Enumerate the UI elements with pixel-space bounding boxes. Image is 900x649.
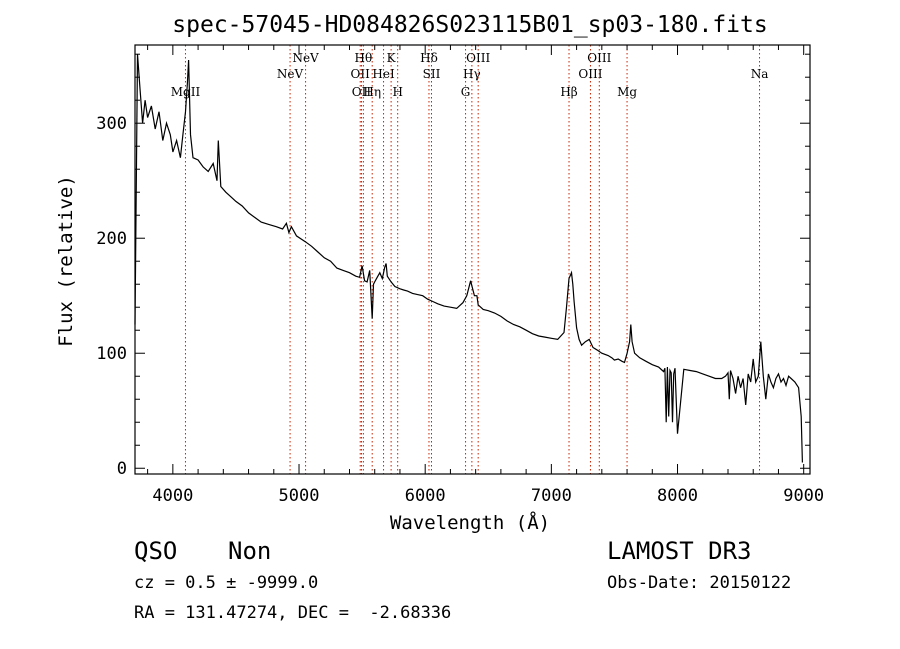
y-axis-label: Flux (relative) <box>55 175 77 347</box>
observation-date: Obs-Date: 20150122 <box>607 573 792 593</box>
line-label: Hη <box>363 85 381 99</box>
y-tick-label: 100 <box>96 344 127 364</box>
x-tick-label: 5000 <box>279 486 320 506</box>
line-label: NeV <box>292 51 319 65</box>
x-tick-label: 7000 <box>531 486 572 506</box>
x-tick-label: 9000 <box>783 486 824 506</box>
x-axis-label: Wavelength (Å) <box>390 511 550 534</box>
line-label: OII <box>352 85 372 99</box>
object-subclass: Non <box>228 537 272 565</box>
line-label: OIII <box>466 51 490 65</box>
line-label: HeI <box>372 67 395 81</box>
line-label: OIII <box>578 67 602 81</box>
coordinates-readout: RA = 131.47274, DEC = -2.68336 <box>134 603 452 623</box>
line-label: Hθ <box>355 51 373 65</box>
y-tick-label: 0 <box>117 459 127 479</box>
x-tick-label: 8000 <box>657 486 698 506</box>
line-label: Hβ <box>560 85 577 99</box>
x-axis-ticks: 4000 5000 6000 7000 8000 9000 <box>147 45 824 506</box>
line-markers: MgIINeVNeVOIIOIIHθHηHeIKHHδSIIGHγOIIIHβO… <box>171 45 769 474</box>
object-class: QSO <box>134 537 178 565</box>
plot-frame <box>134 44 811 475</box>
line-label: H <box>392 85 402 99</box>
line-label: Hδ <box>420 51 438 65</box>
spectrum-trace <box>134 54 803 463</box>
redshift-readout: cz = 0.5 ± -9999.0 <box>134 573 319 593</box>
x-tick-label: 4000 <box>152 486 193 506</box>
line-label: K <box>387 51 397 65</box>
line-label: SII <box>423 67 441 81</box>
line-label: NeV <box>277 67 304 81</box>
y-axis-ticks: 0 100 200 300 <box>96 53 810 479</box>
line-label: Hγ <box>463 67 481 81</box>
line-label: G <box>461 85 471 99</box>
line-label: MgII <box>171 85 201 99</box>
y-tick-label: 300 <box>96 114 127 134</box>
line-label: OII <box>351 67 371 81</box>
chart-title: spec-57045-HD084826S023115B01_sp03-180.f… <box>172 12 767 38</box>
line-label: Mg <box>617 85 637 99</box>
line-label: Na <box>751 67 769 81</box>
x-tick-label: 6000 <box>405 486 446 506</box>
y-tick-label: 200 <box>96 229 127 249</box>
line-label: OIII <box>587 51 611 65</box>
survey-name: LAMOST DR3 <box>607 537 752 565</box>
